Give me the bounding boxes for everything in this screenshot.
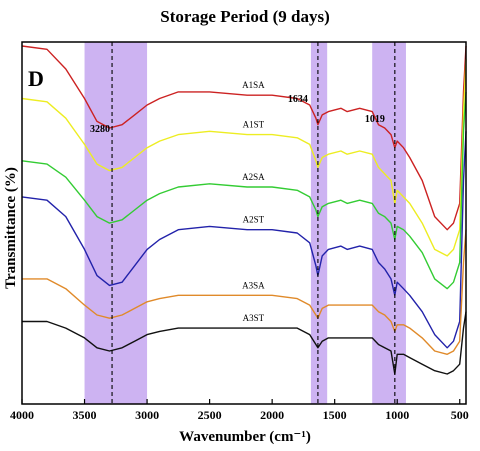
series-label-a1sa: A1SA [242,80,265,90]
series-line-a3sa [22,229,467,355]
reference-lines: 3280 1634 1019 [90,42,396,404]
series-line-a2st [21,131,467,349]
series-label-a2st: A2ST [243,215,265,225]
x-tick-label-500: 500 [451,408,469,422]
peak-label-1019: 1019 [365,114,385,125]
highlight-band-1 [310,42,328,404]
panel-letter: D [28,66,44,91]
series-group [21,45,467,375]
y-axis-label: Transmittance (%) [3,167,19,289]
x-tick-label-2500: 2500 [198,408,222,422]
chart-title: Storage Period (9 days) [160,7,330,26]
series-line-a1st [21,59,467,257]
x-tick-label-3500: 3500 [73,408,97,422]
peak-label-3280: 3280 [90,124,110,135]
highlight-band-0 [84,42,148,404]
series-label-a3st: A3ST [243,313,265,323]
x-axis-ticks: 4000 3500 3000 2500 2000 1500 1000 500 [10,399,469,422]
x-tick-label-2000: 2000 [260,408,284,422]
x-axis-label: Wavenumber (cm⁻¹) [179,429,311,445]
series-line-a3st [22,311,467,375]
series-labels: A1SA A1ST A2SA A2ST A3SA A3ST [242,80,265,323]
x-tick-label-1500: 1500 [323,408,347,422]
series-label-a2sa: A2SA [242,172,265,182]
plot-frame [21,41,467,405]
peak-label-1634: 1634 [288,94,308,105]
x-tick-label-4000: 4000 [10,408,34,422]
x-tick-label-3000: 3000 [135,408,159,422]
series-label-a3sa: A3SA [242,280,265,290]
series-line-a2sa [21,91,467,290]
series-line-a1sa [21,45,467,231]
x-tick-label-1000: 1000 [385,408,409,422]
series-label-a1st: A1ST [243,120,265,130]
